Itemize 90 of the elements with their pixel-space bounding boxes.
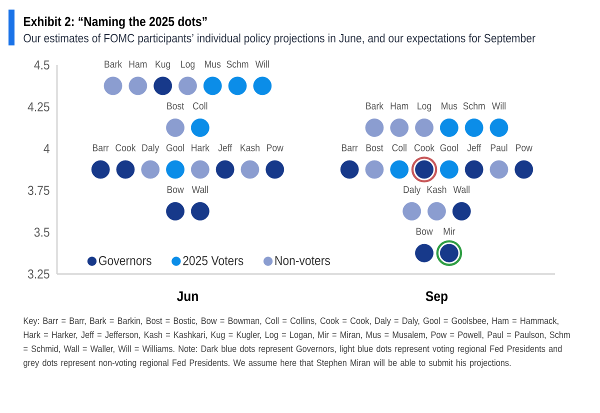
text: Bark — [104, 60, 122, 68]
text: Gool — [166, 144, 184, 152]
text: Ham — [390, 102, 408, 110]
point — [104, 76, 122, 96]
y-tick-label: 4 — [44, 144, 50, 154]
point — [228, 76, 247, 96]
series-label: Ham — [129, 60, 147, 68]
text: Cook — [414, 144, 435, 152]
legend-label: 2025 Voters — [183, 256, 244, 266]
point — [253, 76, 272, 96]
text: Wall — [453, 186, 470, 194]
series-label: Kug — [156, 60, 170, 70]
y-tick-label: 3.75 — [28, 186, 50, 195]
series-label: Paul — [490, 144, 508, 152]
series-label: Log — [181, 60, 194, 70]
point — [411, 156, 438, 182]
series-label: Pow — [267, 144, 284, 152]
series-label: Coll — [193, 102, 208, 110]
series-label: Mir — [444, 228, 456, 235]
series-label: Kash — [240, 144, 260, 152]
point — [415, 244, 434, 262]
point — [428, 202, 446, 220]
series-label: Gool — [440, 144, 458, 152]
point — [216, 160, 234, 179]
series-label: Wall — [192, 186, 208, 194]
text: Key: Barr = Barr, Bark = Barkin, Bost = Bostic, Bow = Bowman, Coll = Collins, Cook = Cook, Daly = Daly, Gool = Goolsbee, Ham = Hammack, Hark = Harker, Jeff = Jefferson, Kash = Kashkari, Kug = Kugler, Log = Logan, Mir = Miran, Mus = Musalem, Pow = Powell, Paul = Paulson, Schm = Schmid, Wall = Waller, Will = Williams. Note: Dark blue dots represent Governors, light blue dots represent voting regional Fed Presidents and grey dots represent non-voting regional Fed Presidents. We assume here that Stephen Miran will be able to submit his projections. — [24, 317, 570, 368]
point — [154, 76, 172, 96]
chart-title: Exhibit 2: “Naming the 2025 dots” — [24, 16, 207, 29]
point — [190, 202, 210, 220]
point — [464, 160, 484, 179]
legend-label: Non-voters — [275, 256, 330, 266]
point — [390, 160, 409, 179]
chart-subtitle: Our estimates of FOMC participants’ individual policy projections in June, and our expectations for September — [24, 34, 536, 45]
text: Bow — [167, 186, 184, 194]
point — [166, 118, 184, 137]
series-label: Jeff — [467, 144, 482, 152]
text: Will — [255, 60, 269, 68]
series-label: Daly — [142, 144, 160, 154]
point — [452, 202, 471, 220]
point — [440, 160, 458, 179]
y-tick-label: 4.25 — [28, 102, 50, 112]
point — [178, 76, 197, 96]
legend-label: Governors — [98, 256, 152, 266]
text: Pow — [516, 144, 532, 152]
point — [402, 202, 422, 220]
point — [415, 118, 434, 137]
series-label: Mus — [205, 60, 221, 68]
text: Schm — [463, 102, 485, 110]
point — [365, 118, 384, 137]
point — [340, 160, 359, 179]
y-tick-label: 3.5 — [34, 228, 50, 237]
point — [190, 160, 210, 179]
text: Kash — [427, 186, 446, 194]
point — [266, 160, 284, 179]
point — [166, 202, 184, 220]
text: Log — [418, 102, 432, 112]
text: Coll — [392, 144, 406, 152]
text: Mus — [442, 102, 458, 110]
series-label: Bow — [416, 228, 433, 235]
y-tick-label: 3.25 — [28, 269, 50, 279]
series-label: Bost — [366, 144, 384, 152]
series-label: Barr — [92, 144, 109, 152]
point — [166, 160, 184, 179]
point — [203, 76, 222, 96]
text: Barr — [342, 144, 358, 152]
point — [514, 160, 534, 179]
text: Daly — [404, 186, 421, 196]
series-label: Will — [492, 102, 506, 110]
point — [490, 118, 508, 137]
y-tick-label: 4.5 — [34, 60, 50, 70]
point — [390, 118, 409, 137]
point — [141, 160, 160, 179]
point — [436, 240, 462, 266]
series-label: Schm — [226, 60, 248, 68]
point — [464, 118, 484, 137]
text: Bost — [167, 102, 184, 110]
series-label: Hark — [192, 144, 210, 152]
text: Jeff — [218, 144, 232, 152]
point — [365, 160, 384, 179]
x-tick-label: Sep — [426, 291, 448, 304]
x-tick-label: Jun — [176, 291, 198, 302]
series-label: Cook — [116, 144, 136, 152]
series-label: Bark — [366, 102, 384, 110]
point — [91, 160, 110, 179]
point — [116, 160, 135, 179]
point — [128, 76, 148, 96]
point — [190, 118, 210, 137]
point — [240, 160, 260, 179]
point — [490, 160, 508, 179]
point — [440, 118, 458, 137]
